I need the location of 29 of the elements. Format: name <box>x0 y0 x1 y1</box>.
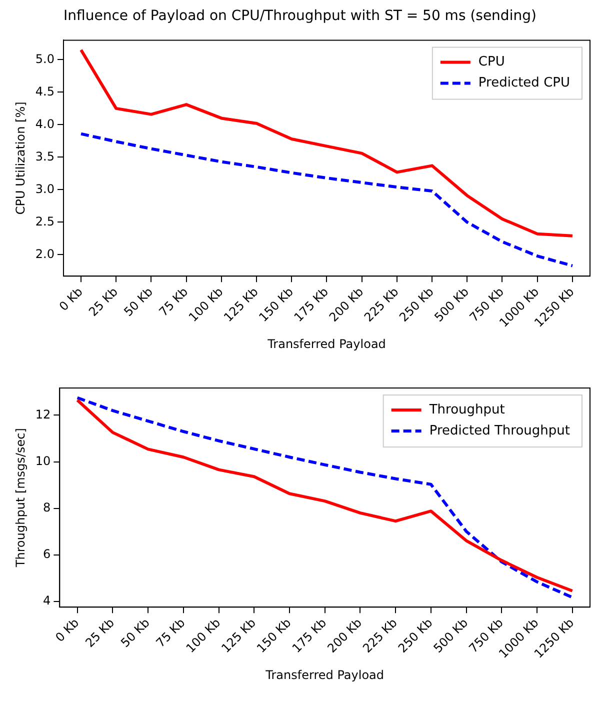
y-tick-label: 2.5 <box>35 214 54 228</box>
y-tick-label: 8 <box>43 500 51 514</box>
y-tick-label: 3.0 <box>35 182 54 196</box>
line-series <box>80 132 574 268</box>
x-tick-label: 0 Kb <box>56 284 86 314</box>
legend-label: Throughput <box>428 402 505 418</box>
y-tick-label: 10 <box>35 454 51 468</box>
y-tick-label: 4.5 <box>35 84 54 98</box>
y-tick-label: 12 <box>35 407 51 422</box>
x-axis-title: Transferred Payload <box>264 668 384 682</box>
legend-label: Predicted Throughput <box>429 423 570 438</box>
x-tick-label: 25 Kb <box>82 616 118 650</box>
x-tick-label: 25 Kb <box>86 284 120 320</box>
y-tick-label: 4 <box>43 593 51 608</box>
x-tick-label: 150 Kb <box>254 616 294 656</box>
y-tick-label: 5.0 <box>35 52 54 66</box>
y-axis-title: Throughput [msgs/sec] <box>13 428 28 568</box>
x-tick-label: 50 Kb <box>118 616 152 650</box>
x-tick-label: 50 Kb <box>121 284 156 320</box>
legend-label: CPU <box>478 54 505 70</box>
chart-title: Influence of Payload on CPU/Throughput with ST = 50 ms (sending) <box>62 7 538 26</box>
y-tick-label: 6 <box>43 546 51 561</box>
y-axis-title: CPU Utilization [%] <box>13 102 28 215</box>
y-tick-label: 3.5 <box>35 149 54 164</box>
y-tick-label: 2.0 <box>35 246 54 261</box>
x-tick-label: 0 Kb <box>52 616 82 645</box>
x-axis-title: Transferred Payload <box>266 336 386 351</box>
legend-label: Predicted CPU <box>478 76 570 91</box>
y-tick-label: 4.0 <box>35 116 54 131</box>
